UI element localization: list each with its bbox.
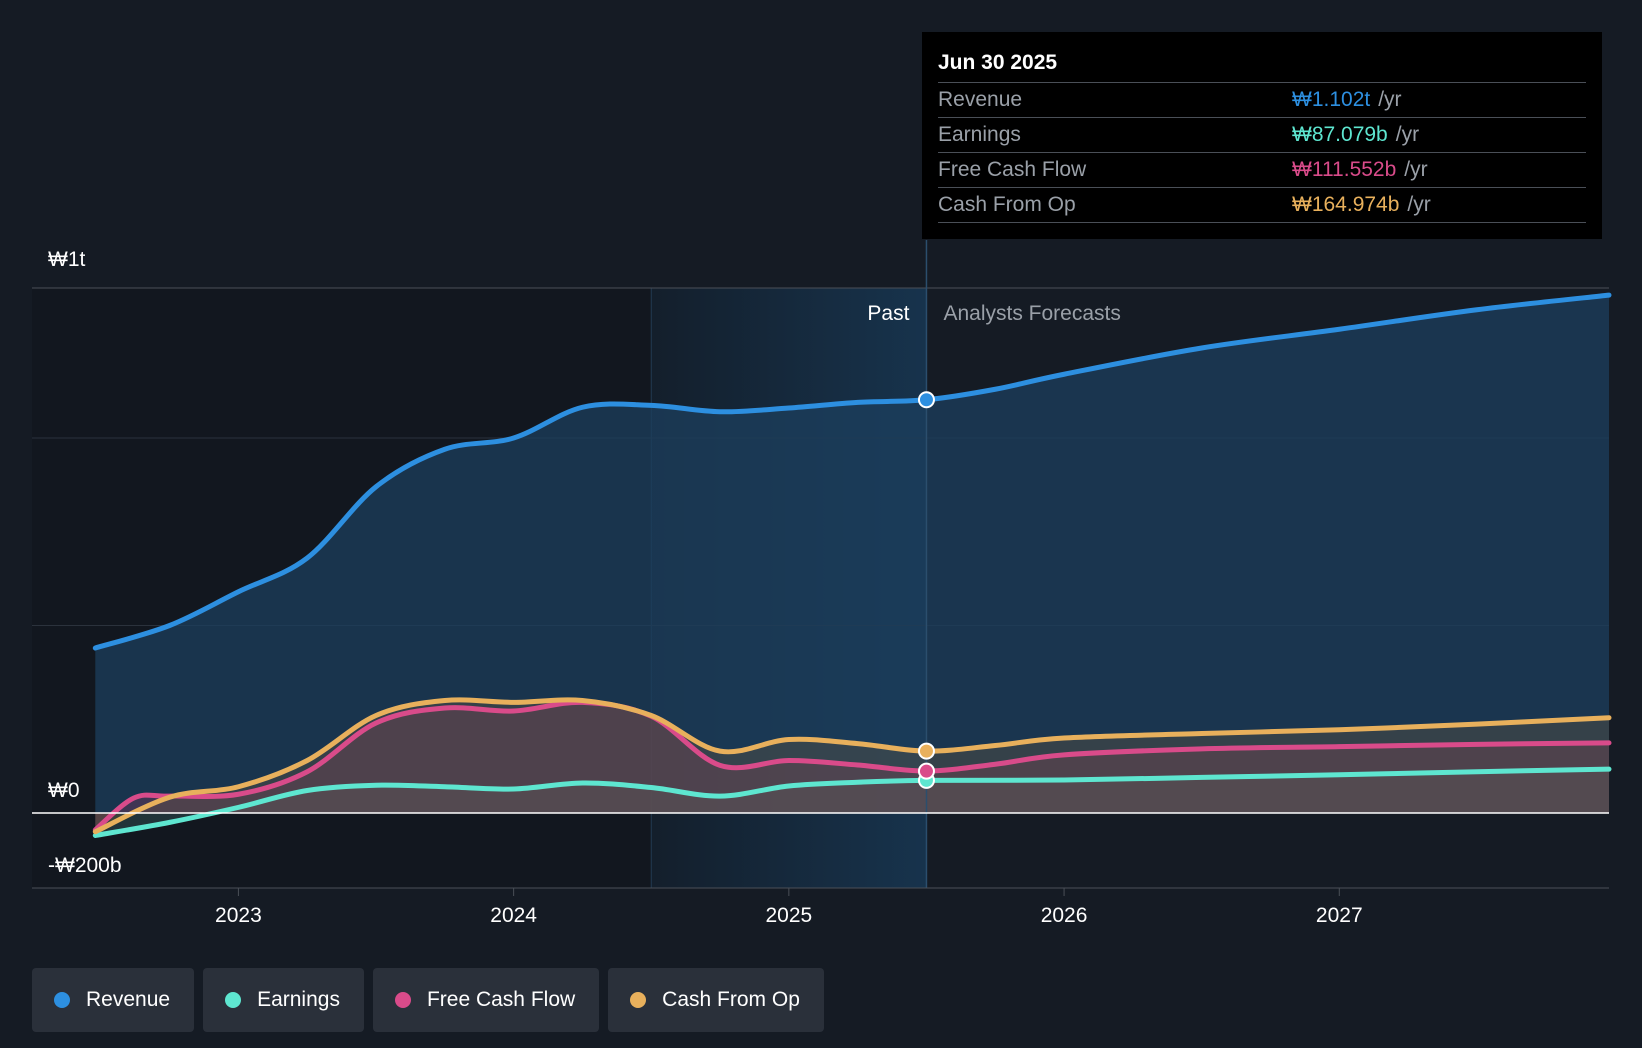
x-tick-label: 2027 <box>1316 904 1363 927</box>
tooltip-date: Jun 30 2025 <box>938 46 1586 83</box>
legend-label: Cash From Op <box>662 988 800 1011</box>
y-axis-label: -₩200b <box>48 854 122 877</box>
tooltip-row-free-cash-flow: Free Cash Flow ₩111.552b /yr <box>938 153 1586 188</box>
tooltip-panel: Jun 30 2025 Revenue ₩1.102t /yr Earnings… <box>922 32 1602 239</box>
tooltip-value: ₩1.102t <box>1292 88 1371 111</box>
legend-dot-icon <box>630 992 647 1008</box>
cash-from-op-line <box>92 697 1612 835</box>
revenue-marker <box>917 391 935 409</box>
revenue-line <box>92 292 1612 651</box>
x-tick-label: 2023 <box>215 904 262 927</box>
free-cash-flow-marker <box>917 762 935 780</box>
legend: Revenue Earnings Free Cash Flow Cash Fro… <box>32 968 824 1032</box>
legend-item-free-cash-flow[interactable]: Free Cash Flow <box>372 968 600 1032</box>
y-axis-label: ₩1t <box>48 248 86 271</box>
x-axis-ticks: 2023 2024 2025 2026 2027 <box>215 888 1363 927</box>
tooltip-row-cash-from-op: Cash From Op ₩164.974b /yr <box>938 188 1586 223</box>
legend-item-cash-from-op[interactable]: Cash From Op <box>608 968 824 1032</box>
tooltip-unit: /yr <box>1407 193 1431 216</box>
tooltip-value: ₩164.974b <box>1292 193 1400 216</box>
past-label: Past <box>867 302 909 325</box>
analysts-forecasts-label: Analysts Forecasts <box>943 302 1120 325</box>
legend-item-revenue[interactable]: Revenue <box>32 968 195 1032</box>
earnings-line <box>92 766 1612 838</box>
highlight-markers <box>917 391 935 789</box>
tooltip-label: Earnings <box>938 123 1021 146</box>
cash-from-op-marker <box>917 742 935 760</box>
legend-label: Free Cash Flow <box>426 988 576 1011</box>
revenue-area <box>95 295 1609 813</box>
legend-item-earnings[interactable]: Earnings <box>203 968 364 1032</box>
tooltip-row-earnings: Earnings ₩87.079b /yr <box>938 118 1586 153</box>
tooltip-value: ₩111.552b <box>1292 158 1397 181</box>
y-axis-label: ₩0 <box>48 779 80 802</box>
tooltip-unit: /yr <box>1404 158 1428 181</box>
tooltip-value: ₩87.079b <box>1292 123 1388 146</box>
tooltip-label: Revenue <box>938 88 1023 111</box>
legend-dot-icon <box>394 992 411 1008</box>
tooltip-label: Free Cash Flow <box>938 158 1087 181</box>
x-tick-label: 2026 <box>1041 904 1088 927</box>
y-axis-labels: ₩1t ₩0 -₩200b <box>48 248 122 877</box>
x-tick-label: 2025 <box>765 904 812 927</box>
legend-label: Revenue <box>86 988 171 1011</box>
tooltip-label: Cash From Op <box>938 193 1076 216</box>
tooltip-unit: /yr <box>1378 88 1402 111</box>
tooltip-row-revenue: Revenue ₩1.102t /yr <box>938 83 1586 118</box>
x-tick-label: 2024 <box>490 904 537 927</box>
legend-dot-icon <box>225 992 242 1008</box>
legend-dot-icon <box>54 992 70 1008</box>
tooltip-unit: /yr <box>1395 123 1420 146</box>
earnings-area <box>95 769 1609 836</box>
series-lines <box>92 292 1612 838</box>
legend-label: Earnings <box>257 988 340 1011</box>
free-cash-flow-line <box>92 699 1612 833</box>
